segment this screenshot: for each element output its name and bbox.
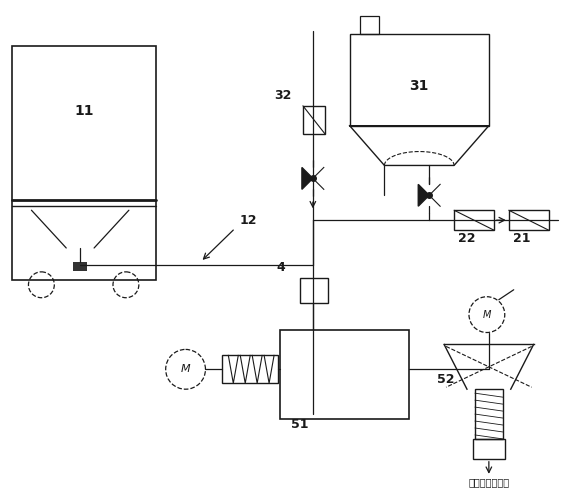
Text: M: M — [180, 364, 190, 374]
Text: 51: 51 — [291, 417, 309, 431]
Text: M: M — [482, 309, 491, 320]
Polygon shape — [418, 184, 429, 206]
Text: 21: 21 — [513, 232, 531, 245]
Bar — [360, 16, 379, 34]
Bar — [509, 210, 548, 230]
Text: 31: 31 — [410, 79, 429, 93]
Text: 32: 32 — [274, 90, 292, 102]
Bar — [11, 46, 156, 280]
Polygon shape — [429, 184, 440, 206]
Text: 52: 52 — [437, 373, 454, 386]
Bar — [475, 389, 503, 439]
Text: 4: 4 — [276, 261, 285, 274]
Bar — [303, 106, 325, 134]
Bar — [473, 439, 505, 459]
Bar — [300, 278, 328, 302]
Circle shape — [166, 349, 206, 389]
Bar — [350, 34, 489, 126]
Text: 12: 12 — [240, 214, 257, 227]
Text: 22: 22 — [458, 232, 476, 245]
Text: 11: 11 — [74, 104, 94, 118]
Polygon shape — [313, 167, 324, 189]
Bar — [222, 355, 278, 383]
Circle shape — [469, 297, 505, 333]
Bar — [280, 330, 409, 419]
Polygon shape — [302, 167, 313, 189]
Text: 成料定量注射机: 成料定量注射机 — [468, 477, 509, 487]
Bar — [73, 262, 87, 271]
Bar — [454, 210, 494, 230]
